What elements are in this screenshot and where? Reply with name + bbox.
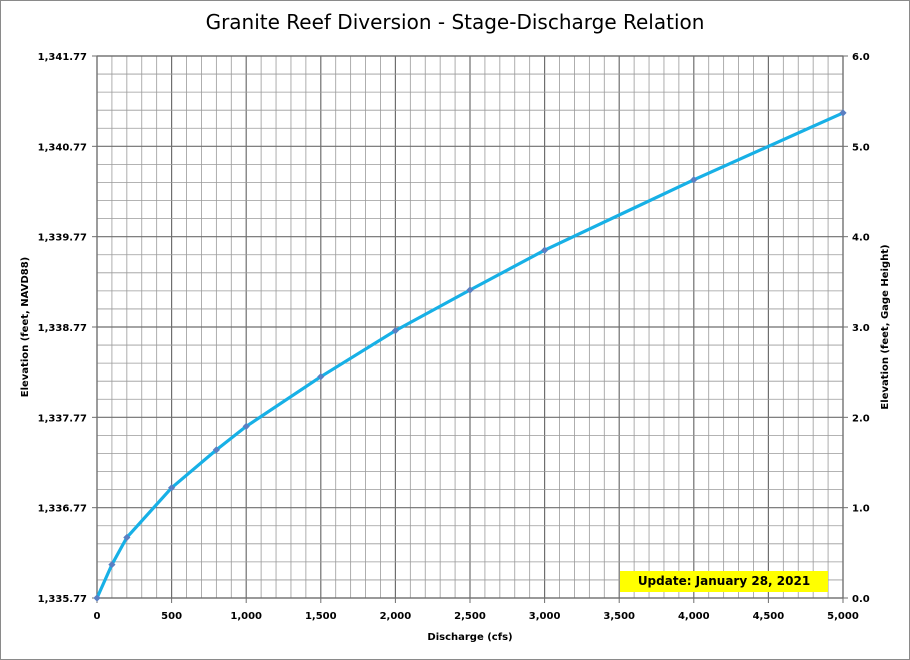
tick-labels: 0 500 1,000 1,500 2,000 2,500 3,000 3,500 4,000 4… [38, 52, 870, 622]
y-tick-label-left: 1,341.77 [38, 52, 87, 63]
y-tick-label-right: 4.0 [852, 233, 870, 244]
y-tick-label-right: 5.0 [852, 142, 870, 153]
y-tick-label-left: 1,337.77 [38, 413, 87, 424]
series-group [93, 109, 847, 602]
data-point [839, 109, 847, 117]
y-tick-label-left: 1,339.77 [38, 233, 87, 244]
x-tick-label: 2,000 [380, 611, 412, 622]
data-point [108, 560, 116, 569]
grid [96, 55, 844, 599]
y-tick-label-left: 1,336.77 [38, 504, 87, 515]
x-tick-label: 3,500 [603, 611, 635, 622]
data-point [168, 484, 176, 492]
series-line [95, 111, 845, 600]
axes [92, 55, 848, 603]
data-point [242, 422, 250, 430]
y-tick-label-right: 6.0 [852, 52, 870, 63]
data-point [212, 446, 220, 454]
data-point [123, 533, 131, 542]
y-tick-label-right: 0.0 [852, 594, 870, 605]
chart-title: Granite Reef Diversion - Stage-Discharge… [205, 10, 705, 34]
x-tick-label: 4,000 [678, 611, 710, 622]
y-tick-label-right: 2.0 [852, 413, 870, 424]
data-point [391, 327, 399, 335]
y-tick-label-right: 3.0 [852, 323, 870, 334]
x-tick-label: 5,000 [827, 611, 859, 622]
x-tick-label: 1,500 [305, 611, 337, 622]
y-axis-label-right: Elevation (feet, Gage Height) [880, 244, 891, 409]
y-tick-label-right: 1.0 [852, 504, 870, 515]
x-tick-label: 1,000 [230, 611, 262, 622]
y-axis-label-left: Elevation (feet, NAVD88) [20, 257, 31, 398]
data-point [690, 176, 698, 184]
x-tick-label: 2,500 [454, 611, 486, 622]
x-tick-label: 4,500 [753, 611, 785, 622]
data-point [93, 594, 101, 602]
update-badge: Update: January 28, 2021 [620, 571, 828, 592]
x-tick-label: 3,000 [529, 611, 561, 622]
y-tick-label-left: 1,338.77 [38, 323, 87, 334]
data-point [541, 246, 549, 254]
x-axis-label: Discharge (cfs) [427, 632, 512, 643]
y-tick-label-left: 1,340.77 [38, 142, 87, 153]
x-tick-label: 0 [94, 611, 101, 622]
x-tick-label: 500 [161, 611, 182, 622]
data-point [317, 373, 325, 381]
y-tick-label-left: 1,335.77 [38, 594, 87, 605]
data-point [466, 286, 474, 294]
